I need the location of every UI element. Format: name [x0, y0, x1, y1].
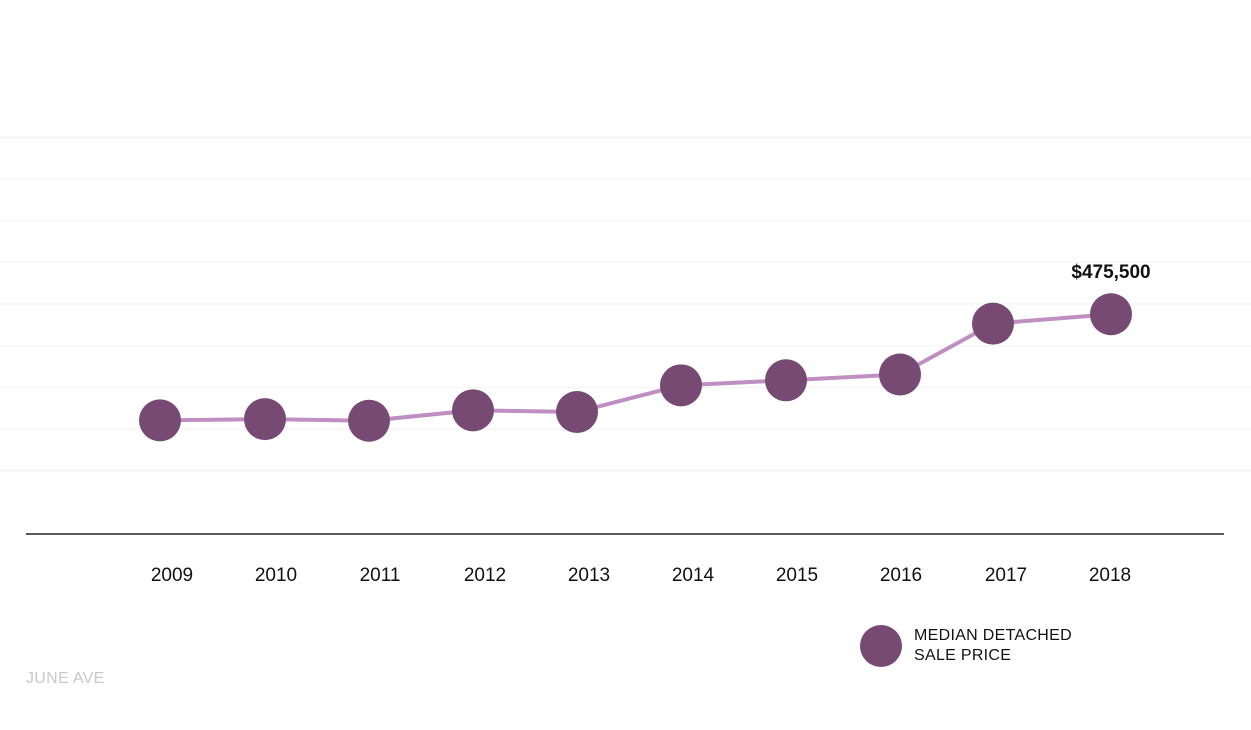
x-tick-label: 2010 — [255, 565, 297, 586]
x-tick-label: 2015 — [776, 565, 818, 586]
data-point — [879, 353, 921, 396]
data-point — [139, 399, 181, 442]
data-label: $475,500 — [1071, 262, 1150, 283]
x-tick-label: 2012 — [464, 565, 506, 586]
data-point — [452, 389, 494, 432]
data-point — [660, 364, 702, 407]
chart-legend: MEDIAN DETACHED SALE PRICE — [860, 625, 1089, 667]
series-line — [159, 312, 1112, 423]
x-tick-label: 2009 — [151, 565, 193, 586]
data-point — [348, 399, 390, 442]
legend-label: MEDIAN DETACHED SALE PRICE — [914, 627, 1072, 664]
x-tick-label: 2011 — [360, 565, 401, 586]
data-point — [1090, 293, 1132, 336]
data-point — [972, 302, 1014, 345]
x-tick-label: 2018 — [1089, 565, 1131, 586]
x-tick-label: 2016 — [880, 565, 922, 586]
x-tick-label: 2017 — [985, 565, 1027, 586]
x-tick-label: 2013 — [568, 565, 610, 586]
data-point — [765, 359, 807, 402]
x-tick-label: 2014 — [672, 565, 715, 586]
data-point — [244, 398, 286, 441]
legend-marker — [860, 625, 902, 667]
data-point — [556, 391, 598, 434]
watermark-logo: JUNE AVE — [26, 670, 105, 687]
